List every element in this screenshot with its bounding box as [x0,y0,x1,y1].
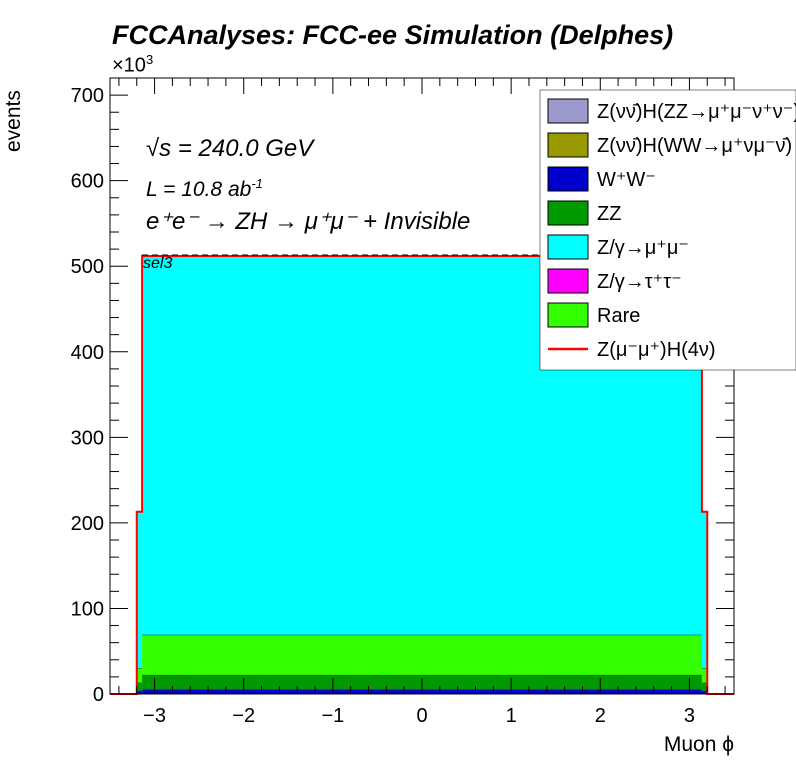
bar-WW-1 [136,691,143,694]
x-tick-label: 2 [595,705,606,727]
process-annotation: e⁺e⁻ → ZH → μ⁺μ⁻ + Invisible [146,208,471,235]
y-tick-label: 400 [71,342,104,364]
x-tick-label: 0 [416,705,427,727]
y-tick-label: 600 [71,171,104,193]
sqrt-s-annotation: √s = 240.0 GeV [146,135,314,162]
legend-label-1: Z(νν̄)H(WW→μ⁺νμ⁻ν̄) [597,135,792,157]
y-tick-label: 0 [93,684,104,706]
legend-label-6: Rare [597,305,640,327]
legend-box [539,89,796,371]
y-tick-label: 500 [71,256,104,278]
luminosity-annotation: L = 10.8 ab-1 [146,176,263,201]
bar-Zgamma_mumu-3 [701,511,708,669]
x-tick-label: −2 [232,705,255,727]
legend-label-0: Z(νν̄)H(ZZ→μ⁺μ⁻ν⁺ν⁻) [597,101,796,123]
bar-Rare-2 [142,634,702,676]
y-tick-label: 300 [71,427,104,449]
x-tick-label: −1 [321,705,344,727]
legend-label-2: W⁺W⁻ [597,169,656,191]
legend-swatch-2 [547,166,589,192]
bar-ZZ-3 [701,682,708,692]
legend-swatch-6 [547,302,589,328]
bar-Zgamma_mumu-1 [136,511,143,669]
legend-label-3: ZZ [597,203,621,225]
legend-label-5: Z/γ→τ⁺τ⁻ [597,271,682,293]
bar-ZZ-1 [136,682,143,692]
y-tick-label: 700 [71,85,104,107]
legend-swatch-5 [547,268,589,294]
y-tick-label: 100 [71,598,104,620]
bar-Rare-1 [136,668,143,683]
legend-label-4: Z/γ→μ⁺μ⁻ [597,237,689,259]
legend-label-7: Z(μ⁻μ⁺)H(4ν) [597,339,716,361]
legend-swatch-4 [547,234,589,260]
y-exponent: ×103 [112,52,154,77]
chart-title: FCCAnalyses: FCC-ee Simulation (Delphes) [112,20,674,50]
selection-annotation: sel3 [143,255,173,272]
legend-swatch-0 [547,98,589,124]
x-tick-label: 3 [684,705,695,727]
x-tick-label: 1 [506,705,517,727]
y-axis-label: events [2,90,25,152]
legend-swatch-3 [547,200,589,226]
y-tick-label: 200 [71,513,104,535]
legend-swatch-1 [547,132,589,158]
signal-line [110,254,734,695]
bar-WW-3 [701,691,708,694]
bar-Rare-3 [701,668,708,683]
x-tick-label: −3 [143,705,166,727]
x-axis-label: Muon ϕ [663,733,734,756]
